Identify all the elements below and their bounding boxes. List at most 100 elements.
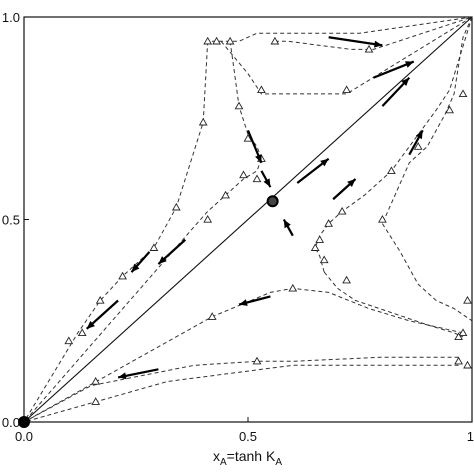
x-axis-title: xA=tanh KA (213, 448, 282, 468)
flow-arrow-head-3 (158, 256, 167, 264)
trajectory-1 (23, 41, 209, 423)
trajectory-7 (381, 223, 473, 322)
triangle-marker-24 (324, 219, 333, 227)
flow-arrow-head-7 (347, 179, 356, 187)
triangle-marker-5 (198, 117, 208, 126)
triangle-marker-14 (239, 170, 248, 179)
flow-arrow-9 (238, 295, 271, 306)
triangle-marker-22 (387, 166, 396, 175)
triangle-marker-38 (454, 356, 463, 365)
trajectory-4 (220, 16, 473, 95)
triangle-marker-28 (342, 275, 351, 284)
flow-arrow-11 (260, 170, 272, 188)
trajectory-5 (274, 16, 473, 50)
trajectory-0 (207, 16, 473, 42)
triangle-marker-39 (91, 376, 101, 385)
flow-arrow-0 (328, 36, 383, 48)
triangle-marker-36 (64, 336, 74, 345)
triangle-marker-41 (91, 397, 101, 405)
triangle-marker-34 (207, 312, 217, 320)
triangle-marker-0 (203, 36, 213, 45)
triangle-marker-7 (149, 243, 159, 251)
triangle-marker-11 (243, 133, 253, 142)
x-tick-label-2: 1 (467, 429, 474, 444)
triangle-marker-18 (342, 85, 351, 94)
x-tick-label-1: 0.5 (239, 429, 257, 444)
triangle-marker-37 (252, 356, 262, 365)
flow-arrow-12 (282, 218, 294, 237)
triangle-marker-30 (463, 295, 472, 304)
arrow-layer (85, 36, 424, 380)
trajectory-10 (23, 287, 464, 423)
marker-layer (64, 36, 472, 405)
flow-arrow-1 (373, 60, 415, 79)
flow-arrow-7 (332, 178, 357, 201)
flow-arrow-head-10 (118, 372, 127, 380)
triangle-marker-27 (319, 255, 329, 264)
flow-arrow-13 (246, 129, 263, 164)
x-axis-title-eq: =tanh K (227, 448, 276, 464)
flow-arrow-shaft-0 (328, 36, 383, 47)
y-tick-label-2: 1.0 (2, 10, 20, 25)
x-axis-title-symbol: x (213, 448, 220, 464)
tick-layer: 0.0 0.5 1 0.0 0.5 1.0 (2, 10, 474, 444)
diagonal-line (23, 16, 473, 423)
triangle-marker-40 (463, 360, 472, 369)
flow-arrow-head-0 (374, 40, 383, 48)
flow-arrow-head-1 (405, 61, 414, 68)
triangle-marker-33 (288, 283, 298, 292)
flow-arrow-4 (85, 299, 119, 330)
flow-arrow-head-6 (401, 77, 410, 86)
triangle-marker-17 (257, 85, 266, 94)
triangle-marker-19 (458, 89, 468, 98)
flow-arrow-head-13 (255, 154, 262, 163)
flow-arrow-8 (408, 129, 424, 156)
flow-arrow-head-8 (415, 130, 423, 140)
trajectory-11 (23, 356, 459, 423)
triangle-marker-3 (270, 36, 280, 45)
flow-arrow-head-11 (263, 178, 271, 188)
triangle-marker-23 (337, 206, 347, 215)
triangle-marker-4 (364, 44, 374, 53)
triangle-marker-2 (225, 36, 235, 45)
triangle-marker-31 (458, 328, 468, 337)
x-axis-title-eq-sub: A (275, 457, 282, 468)
flow-arrow-head-9 (239, 299, 248, 306)
flow-arrow-head-4 (86, 320, 95, 329)
triangle-marker-13 (252, 174, 262, 183)
triangle-marker-32 (454, 332, 463, 341)
triangle-marker-35 (77, 328, 87, 337)
x-axis-title-sub: A (220, 457, 227, 468)
flow-arrow-10 (117, 368, 159, 380)
y-tick-label-0: 0.0 (2, 415, 20, 430)
trajectory-8 (314, 16, 473, 273)
trajectory-2 (229, 41, 262, 159)
triangle-marker-16 (203, 214, 213, 223)
fixed-point-layer (18, 195, 279, 428)
triangle-marker-21 (413, 142, 423, 150)
flow-arrow-6 (381, 76, 411, 107)
triangle-marker-10 (234, 101, 244, 110)
trajectory-6 (381, 16, 473, 224)
trajectory-12 (23, 364, 459, 423)
flow-arrow-head-12 (283, 219, 291, 229)
flow-arrow-3 (157, 238, 187, 265)
triangle-marker-20 (445, 105, 454, 114)
triangle-marker-15 (221, 190, 230, 199)
flow-arrow-head-5 (320, 158, 329, 167)
triangle-marker-9 (95, 295, 105, 304)
triangle-marker-29 (378, 214, 387, 223)
flow-arrow-5 (296, 157, 330, 184)
fixed-point-1 (266, 195, 279, 208)
y-tick-label-1: 0.5 (2, 213, 20, 228)
triangle-marker-26 (310, 243, 320, 251)
flow-arrow-head-2 (131, 263, 140, 273)
triangle-marker-1 (212, 36, 221, 45)
x-tick-label-0: 0.0 (15, 429, 33, 444)
flow-arrow-2 (130, 251, 151, 273)
trajectory-9 (323, 271, 464, 338)
triangle-marker-8 (118, 271, 127, 280)
triangle-marker-25 (315, 235, 325, 243)
triangle-marker-6 (171, 202, 181, 211)
